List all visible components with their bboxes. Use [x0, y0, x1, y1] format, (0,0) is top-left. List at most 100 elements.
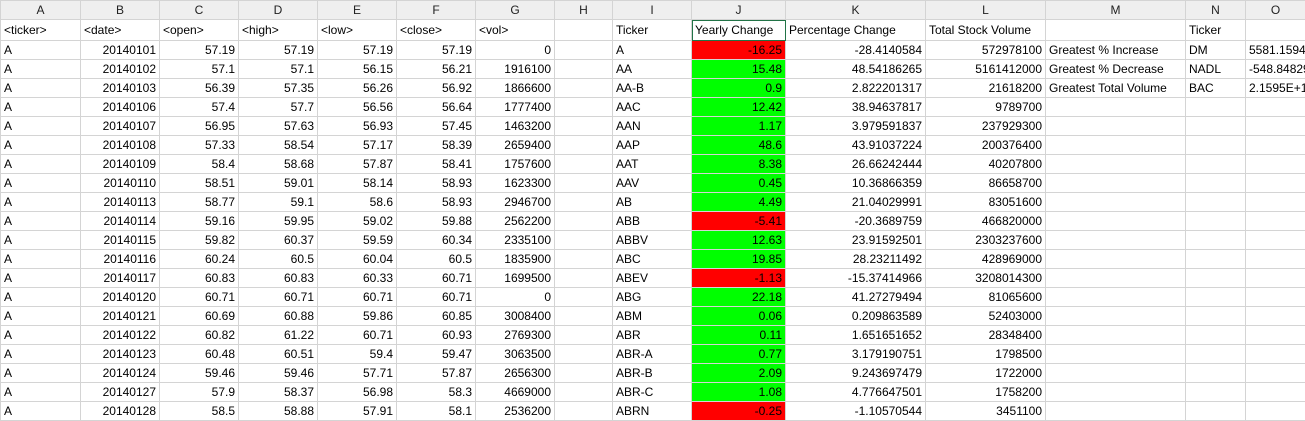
cell-b12[interactable]: 20140115	[81, 231, 160, 250]
cell-i7[interactable]: AAP	[613, 136, 692, 155]
cell-b3[interactable]: 20140102	[81, 60, 160, 79]
cell-n3[interactable]: NADL	[1186, 60, 1246, 79]
cell-f5[interactable]: 56.64	[397, 98, 476, 117]
cell-k13[interactable]: 28.23211492	[786, 250, 926, 269]
cell-k3[interactable]: 48.54186265	[786, 60, 926, 79]
cell-i2[interactable]: A	[613, 41, 692, 60]
cell-c12[interactable]: 59.82	[160, 231, 239, 250]
cell-g2[interactable]: 0	[476, 41, 555, 60]
cell-e11[interactable]: 59.02	[318, 212, 397, 231]
cell-j16[interactable]: 0.06	[692, 307, 786, 326]
cell-h16[interactable]	[555, 307, 613, 326]
cell-a10[interactable]: A	[1, 193, 81, 212]
cell-a8[interactable]: A	[1, 155, 81, 174]
cell-n15[interactable]	[1186, 288, 1246, 307]
cell-l13[interactable]: 428969000	[926, 250, 1046, 269]
cell-f19[interactable]: 57.87	[397, 364, 476, 383]
cell-e1[interactable]: <low>	[318, 20, 397, 41]
cell-b14[interactable]: 20140117	[81, 269, 160, 288]
cell-l14[interactable]: 3208014300	[926, 269, 1046, 288]
cell-m6[interactable]	[1046, 117, 1186, 136]
cell-c2[interactable]: 57.19	[160, 41, 239, 60]
cell-e3[interactable]: 56.15	[318, 60, 397, 79]
cell-j1[interactable]: Yearly Change	[692, 20, 786, 41]
cell-b6[interactable]: 20140107	[81, 117, 160, 136]
cell-l1[interactable]: Total Stock Volume	[926, 20, 1046, 41]
cell-n7[interactable]	[1186, 136, 1246, 155]
cell-j10[interactable]: 4.49	[692, 193, 786, 212]
cell-i8[interactable]: AAT	[613, 155, 692, 174]
cell-d14[interactable]: 60.83	[239, 269, 318, 288]
cell-f1[interactable]: <close>	[397, 20, 476, 41]
cell-e20[interactable]: 56.98	[318, 383, 397, 402]
cell-f14[interactable]: 60.71	[397, 269, 476, 288]
cell-m11[interactable]	[1046, 212, 1186, 231]
cell-g13[interactable]: 1835900	[476, 250, 555, 269]
cell-l18[interactable]: 1798500	[926, 345, 1046, 364]
cell-j18[interactable]: 0.77	[692, 345, 786, 364]
cell-l2[interactable]: 572978100	[926, 41, 1046, 60]
cell-m3[interactable]: Greatest % Decrease	[1046, 60, 1186, 79]
cell-d10[interactable]: 59.1	[239, 193, 318, 212]
cell-o7[interactable]	[1246, 136, 1305, 155]
cell-c9[interactable]: 58.51	[160, 174, 239, 193]
cell-o5[interactable]	[1246, 98, 1305, 117]
cell-h18[interactable]	[555, 345, 613, 364]
cell-e16[interactable]: 59.86	[318, 307, 397, 326]
cell-n11[interactable]	[1186, 212, 1246, 231]
cell-k11[interactable]: -20.3689759	[786, 212, 926, 231]
cell-i5[interactable]: AAC	[613, 98, 692, 117]
cell-c11[interactable]: 59.16	[160, 212, 239, 231]
cell-n13[interactable]	[1186, 250, 1246, 269]
cell-k4[interactable]: 2.822201317	[786, 79, 926, 98]
cell-l15[interactable]: 81065600	[926, 288, 1046, 307]
cell-i13[interactable]: ABC	[613, 250, 692, 269]
cell-j19[interactable]: 2.09	[692, 364, 786, 383]
cell-l3[interactable]: 5161412000	[926, 60, 1046, 79]
cell-o13[interactable]	[1246, 250, 1305, 269]
cell-b13[interactable]: 20140116	[81, 250, 160, 269]
cell-g17[interactable]: 2769300	[476, 326, 555, 345]
column-header-m[interactable]: M	[1046, 1, 1186, 20]
cell-c7[interactable]: 57.33	[160, 136, 239, 155]
cell-o8[interactable]	[1246, 155, 1305, 174]
cell-k16[interactable]: 0.209863589	[786, 307, 926, 326]
cell-j2[interactable]: -16.25	[692, 41, 786, 60]
cell-g19[interactable]: 2656300	[476, 364, 555, 383]
cell-i4[interactable]: AA-B	[613, 79, 692, 98]
cell-a16[interactable]: A	[1, 307, 81, 326]
cell-m13[interactable]	[1046, 250, 1186, 269]
cell-h8[interactable]	[555, 155, 613, 174]
cell-h10[interactable]	[555, 193, 613, 212]
cell-h13[interactable]	[555, 250, 613, 269]
cell-e13[interactable]: 60.04	[318, 250, 397, 269]
cell-k15[interactable]: 41.27279494	[786, 288, 926, 307]
cell-a4[interactable]: A	[1, 79, 81, 98]
cell-e15[interactable]: 60.71	[318, 288, 397, 307]
cell-g7[interactable]: 2659400	[476, 136, 555, 155]
cell-b9[interactable]: 20140110	[81, 174, 160, 193]
cell-c18[interactable]: 60.48	[160, 345, 239, 364]
cell-n16[interactable]	[1186, 307, 1246, 326]
cell-d2[interactable]: 57.19	[239, 41, 318, 60]
cell-l20[interactable]: 1758200	[926, 383, 1046, 402]
cell-k5[interactable]: 38.94637817	[786, 98, 926, 117]
cell-o4[interactable]: 2.1595E+10	[1246, 79, 1305, 98]
cell-c16[interactable]: 60.69	[160, 307, 239, 326]
cell-a17[interactable]: A	[1, 326, 81, 345]
cell-j17[interactable]: 0.11	[692, 326, 786, 345]
cell-f2[interactable]: 57.19	[397, 41, 476, 60]
cell-l11[interactable]: 466820000	[926, 212, 1046, 231]
cell-a18[interactable]: A	[1, 345, 81, 364]
cell-b11[interactable]: 20140114	[81, 212, 160, 231]
cell-b20[interactable]: 20140127	[81, 383, 160, 402]
cell-d18[interactable]: 60.51	[239, 345, 318, 364]
cell-o6[interactable]	[1246, 117, 1305, 136]
cell-g3[interactable]: 1916100	[476, 60, 555, 79]
cell-b16[interactable]: 20140121	[81, 307, 160, 326]
column-header-a[interactable]: A	[1, 1, 81, 20]
cell-m15[interactable]	[1046, 288, 1186, 307]
cell-o15[interactable]	[1246, 288, 1305, 307]
cell-o17[interactable]	[1246, 326, 1305, 345]
cell-f6[interactable]: 57.45	[397, 117, 476, 136]
